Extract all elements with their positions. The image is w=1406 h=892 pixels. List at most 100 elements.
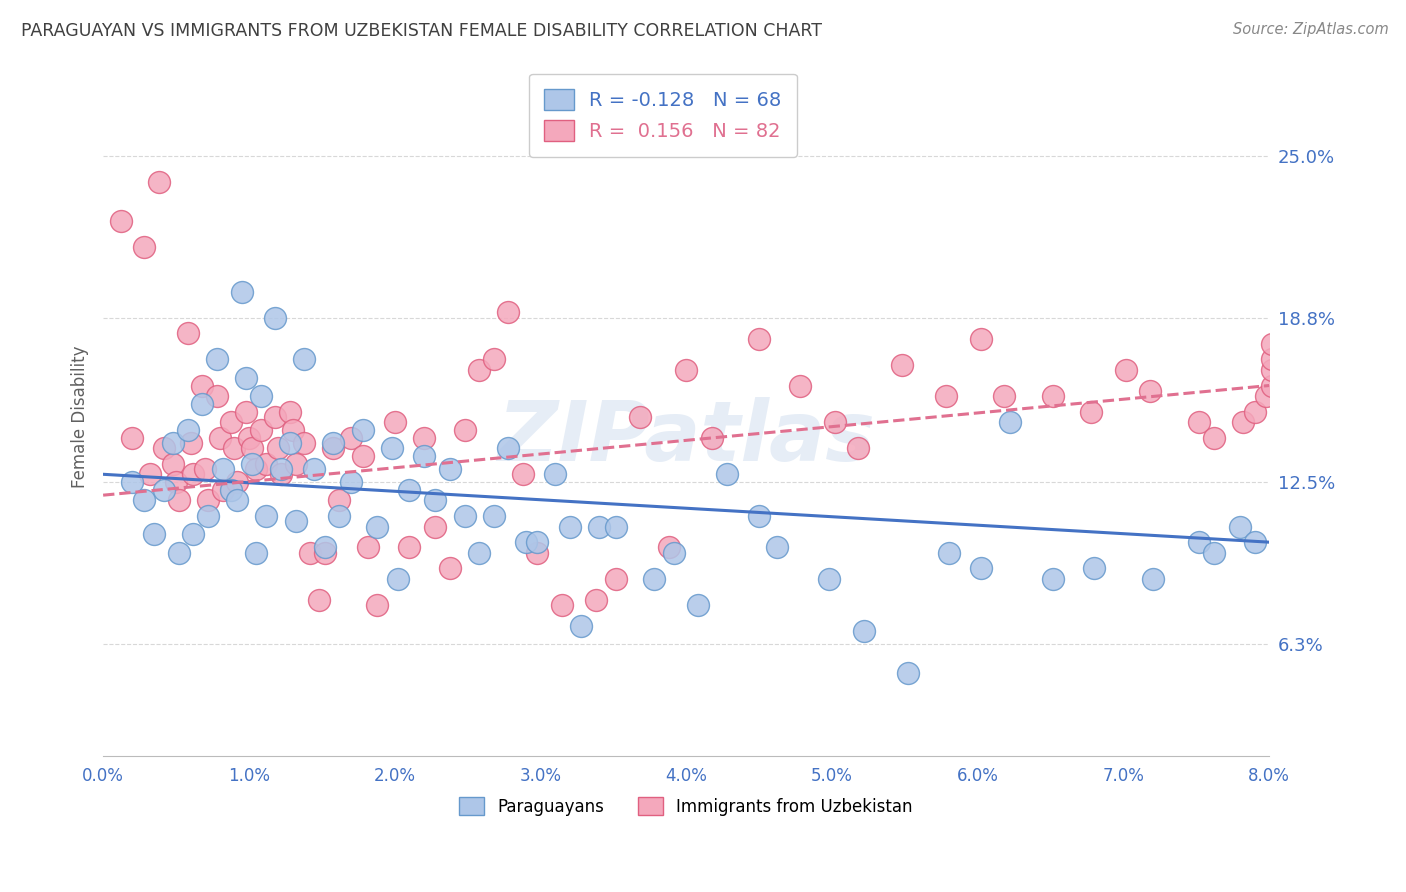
Point bbox=[299, 546, 322, 560]
Point bbox=[197, 493, 219, 508]
Point bbox=[267, 441, 290, 455]
Point bbox=[221, 483, 243, 497]
Point bbox=[211, 483, 233, 497]
Point bbox=[121, 431, 143, 445]
Point bbox=[425, 493, 447, 508]
Point bbox=[1139, 384, 1161, 398]
Point bbox=[515, 535, 537, 549]
Point bbox=[352, 423, 374, 437]
Point bbox=[1202, 546, 1225, 560]
Point bbox=[249, 423, 271, 437]
Point bbox=[352, 449, 374, 463]
Point bbox=[167, 546, 190, 560]
Point bbox=[398, 483, 420, 497]
Text: ZIPatlas: ZIPatlas bbox=[498, 397, 875, 478]
Point bbox=[366, 598, 388, 612]
Point bbox=[412, 449, 434, 463]
Point bbox=[1232, 415, 1254, 429]
Point bbox=[702, 431, 724, 445]
Point bbox=[226, 493, 249, 508]
Point bbox=[245, 462, 267, 476]
Point bbox=[191, 378, 214, 392]
Point bbox=[205, 389, 228, 403]
Point bbox=[897, 665, 920, 680]
Point bbox=[366, 519, 388, 533]
Point bbox=[686, 598, 709, 612]
Point bbox=[211, 462, 233, 476]
Point bbox=[453, 423, 475, 437]
Point bbox=[558, 519, 581, 533]
Point bbox=[1261, 352, 1284, 367]
Point bbox=[180, 436, 202, 450]
Point bbox=[1188, 415, 1211, 429]
Point bbox=[284, 514, 307, 528]
Y-axis label: Female Disability: Female Disability bbox=[72, 345, 89, 488]
Point bbox=[165, 475, 187, 489]
Point bbox=[254, 509, 277, 524]
Point bbox=[664, 546, 686, 560]
Point bbox=[585, 592, 607, 607]
Point bbox=[278, 436, 301, 450]
Point bbox=[1202, 431, 1225, 445]
Point bbox=[748, 332, 770, 346]
Point bbox=[162, 436, 184, 450]
Point bbox=[544, 467, 567, 482]
Point bbox=[224, 441, 246, 455]
Point bbox=[322, 441, 344, 455]
Point bbox=[238, 431, 260, 445]
Text: Source: ZipAtlas.com: Source: ZipAtlas.com bbox=[1233, 22, 1389, 37]
Point bbox=[482, 509, 505, 524]
Point bbox=[969, 332, 991, 346]
Point bbox=[658, 541, 681, 555]
Point bbox=[387, 572, 409, 586]
Point bbox=[197, 509, 219, 524]
Point bbox=[890, 358, 912, 372]
Point bbox=[1188, 535, 1211, 549]
Point bbox=[167, 493, 190, 508]
Legend: Paraguayans, Immigrants from Uzbekistan: Paraguayans, Immigrants from Uzbekistan bbox=[453, 790, 920, 822]
Point bbox=[643, 572, 665, 586]
Point bbox=[1229, 519, 1251, 533]
Point bbox=[340, 475, 363, 489]
Point bbox=[176, 326, 198, 341]
Point bbox=[526, 535, 548, 549]
Point bbox=[425, 519, 447, 533]
Point bbox=[439, 561, 461, 575]
Point bbox=[765, 541, 787, 555]
Point bbox=[789, 378, 811, 392]
Point bbox=[605, 572, 627, 586]
Point bbox=[748, 509, 770, 524]
Point bbox=[148, 175, 170, 189]
Point bbox=[322, 436, 344, 450]
Point bbox=[278, 404, 301, 418]
Point bbox=[191, 397, 214, 411]
Point bbox=[132, 240, 155, 254]
Point bbox=[153, 441, 176, 455]
Point bbox=[292, 436, 315, 450]
Point bbox=[412, 431, 434, 445]
Point bbox=[328, 509, 350, 524]
Point bbox=[935, 389, 957, 403]
Point bbox=[824, 415, 846, 429]
Point bbox=[526, 546, 548, 560]
Point bbox=[121, 475, 143, 489]
Point bbox=[194, 462, 217, 476]
Point bbox=[938, 546, 960, 560]
Point bbox=[143, 527, 166, 541]
Point bbox=[1142, 572, 1164, 586]
Point bbox=[340, 431, 363, 445]
Point bbox=[205, 352, 228, 367]
Point bbox=[221, 415, 243, 429]
Point bbox=[1243, 404, 1265, 418]
Point bbox=[1083, 561, 1105, 575]
Point bbox=[381, 441, 404, 455]
Point bbox=[675, 363, 697, 377]
Point bbox=[176, 423, 198, 437]
Point bbox=[482, 352, 505, 367]
Point bbox=[284, 457, 307, 471]
Point bbox=[208, 431, 231, 445]
Point bbox=[183, 467, 205, 482]
Point bbox=[439, 462, 461, 476]
Point bbox=[1261, 363, 1284, 377]
Point bbox=[270, 467, 292, 482]
